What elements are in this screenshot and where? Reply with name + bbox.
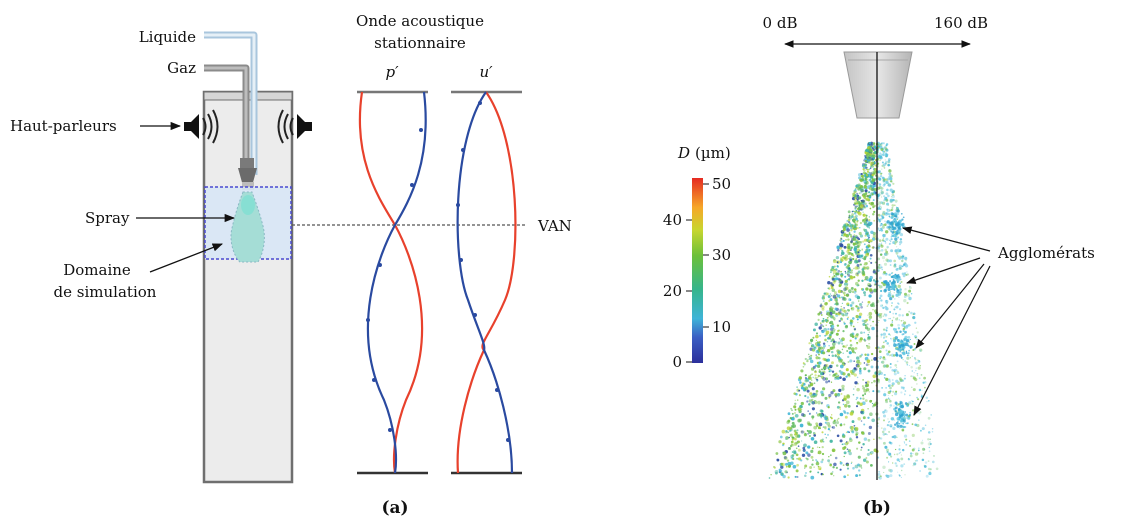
velocity-curve-blue (456, 91, 514, 474)
label-domain-line1: Domaine (63, 261, 131, 279)
label-0db: 0 dB (763, 14, 798, 32)
cbar-tick-20: 20 (663, 282, 682, 300)
panel-b: 0 dB 160 dB D (µm) 40 20 0 50 30 10 Aggl… (663, 14, 1095, 518)
colorbar (692, 178, 703, 363)
caption-b: (b) (863, 498, 891, 518)
pressure-curve-red (358, 91, 424, 474)
injector-body (240, 158, 254, 168)
caption-a: (a) (381, 498, 408, 518)
spray-nozzle (843, 51, 913, 119)
colorbar-var: D (677, 144, 690, 162)
pressure-profile (357, 90, 428, 475)
cbar-tick-40: 40 (663, 211, 682, 229)
label-spray: Spray (85, 209, 130, 227)
arrow-agglomerate-3 (915, 263, 985, 349)
speaker-right-icon (277, 109, 312, 144)
label-agglomerates: Agglomérats (997, 244, 1095, 262)
arrow-agglomerate-1 (902, 226, 991, 252)
wave-title-line2: stationnaire (374, 34, 466, 52)
arrow-agglomerate-4 (913, 265, 991, 416)
label-domain-line2: de simulation (54, 283, 157, 301)
label-speakers: Haut-parleurs (10, 117, 117, 135)
speaker-left-icon (184, 109, 219, 144)
spray-droplets-160db (875, 141, 939, 480)
cbar-tick-10: 10 (712, 318, 731, 336)
pressure-curve-blue (366, 91, 427, 474)
label-pressure: p′ (385, 63, 399, 81)
spray-droplets-0db (768, 141, 879, 480)
injector-nozzle (238, 168, 257, 186)
label-160db: 160 dB (934, 14, 988, 32)
arrow-domain (149, 243, 223, 273)
cbar-tick-30: 30 (712, 246, 731, 264)
label-gas: Gaz (167, 59, 196, 77)
label-van: VAN (537, 217, 572, 235)
label-liquid: Liquide (139, 28, 196, 46)
wave-title-line1: Onde acoustique (356, 12, 484, 30)
panel-a: Liquide Gaz Haut-parleurs Spray Domaine … (10, 12, 572, 518)
velocity-curve-red (456, 91, 517, 474)
cbar-tick-50: 50 (712, 175, 731, 193)
label-velocity: u′ (479, 63, 493, 81)
colorbar-unit: (µm) (695, 144, 731, 162)
velocity-profile (451, 90, 522, 475)
arrow-agglomerate-2 (906, 257, 981, 284)
cbar-tick-0: 0 (672, 353, 682, 371)
